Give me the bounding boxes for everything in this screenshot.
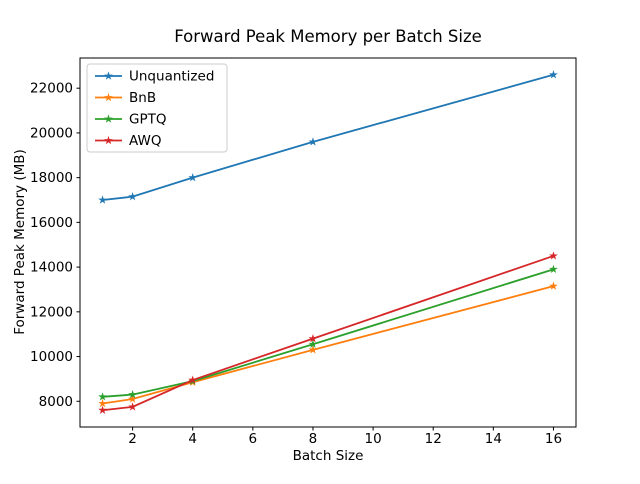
legend-label: AWQ xyxy=(129,133,161,149)
series-marker-bnb xyxy=(98,398,107,408)
series-marker-bnb xyxy=(549,281,558,290)
y-tick-label: 20000 xyxy=(30,125,73,141)
series-marker-awq xyxy=(98,405,107,414)
series-marker-gptq xyxy=(549,264,558,274)
plot-generated: 2 4 6 8 10 12 14 16 8000 10000 12000 14000 16000 1800… xyxy=(30,57,577,447)
series-marker-gptq xyxy=(128,389,137,399)
y-tick-label: 14000 xyxy=(30,260,73,276)
series-marker-unquantized xyxy=(98,195,107,204)
series-marker-unquantized xyxy=(128,192,137,201)
legend-sample-marker xyxy=(104,92,113,102)
x-tick-label: 16 xyxy=(545,431,562,447)
legend-label: BnB xyxy=(129,90,156,106)
chart-title: Forward Peak Memory per Batch Size xyxy=(174,27,482,46)
y-tick-label: 18000 xyxy=(30,170,73,186)
legend-sample-marker xyxy=(104,71,113,80)
x-tick-label: 10 xyxy=(364,431,381,447)
axes-frame xyxy=(79,57,577,428)
x-tick-label: 6 xyxy=(249,431,258,447)
x-tick-label: 8 xyxy=(309,431,318,447)
y-axis-label: Forward Peak Memory (MB) xyxy=(12,149,28,335)
legend-label: GPTQ xyxy=(129,112,166,128)
series-marker-unquantized xyxy=(549,70,558,79)
series-marker-awq xyxy=(128,402,137,411)
x-tick-label: 12 xyxy=(425,431,442,447)
x-tick-label: 14 xyxy=(485,431,502,447)
series-marker-awq xyxy=(549,251,558,260)
series-marker-unquantized xyxy=(308,137,318,146)
y-tick-label: 16000 xyxy=(30,215,73,231)
x-axis-label: Batch Size xyxy=(293,448,364,464)
x-tick-label: 2 xyxy=(128,431,137,447)
x-tick-label: 4 xyxy=(188,431,197,447)
y-tick-label: 12000 xyxy=(30,304,73,320)
legend-sample-marker xyxy=(104,114,113,123)
legend-label: Unquantized xyxy=(129,69,214,85)
y-tick-label: 8000 xyxy=(39,394,73,410)
legend-sample-marker xyxy=(104,135,113,145)
series-marker-bnb xyxy=(308,345,318,354)
series-marker-awq xyxy=(188,375,198,384)
legend-box xyxy=(86,63,228,153)
series-marker-gptq xyxy=(308,339,318,348)
y-tick-label: 10000 xyxy=(30,349,73,365)
y-tick-label: 22000 xyxy=(30,81,73,97)
series-marker-gptq xyxy=(98,392,107,401)
series-marker-unquantized xyxy=(188,173,198,182)
series-marker-awq xyxy=(308,334,318,343)
series-marker-bnb xyxy=(128,394,137,403)
